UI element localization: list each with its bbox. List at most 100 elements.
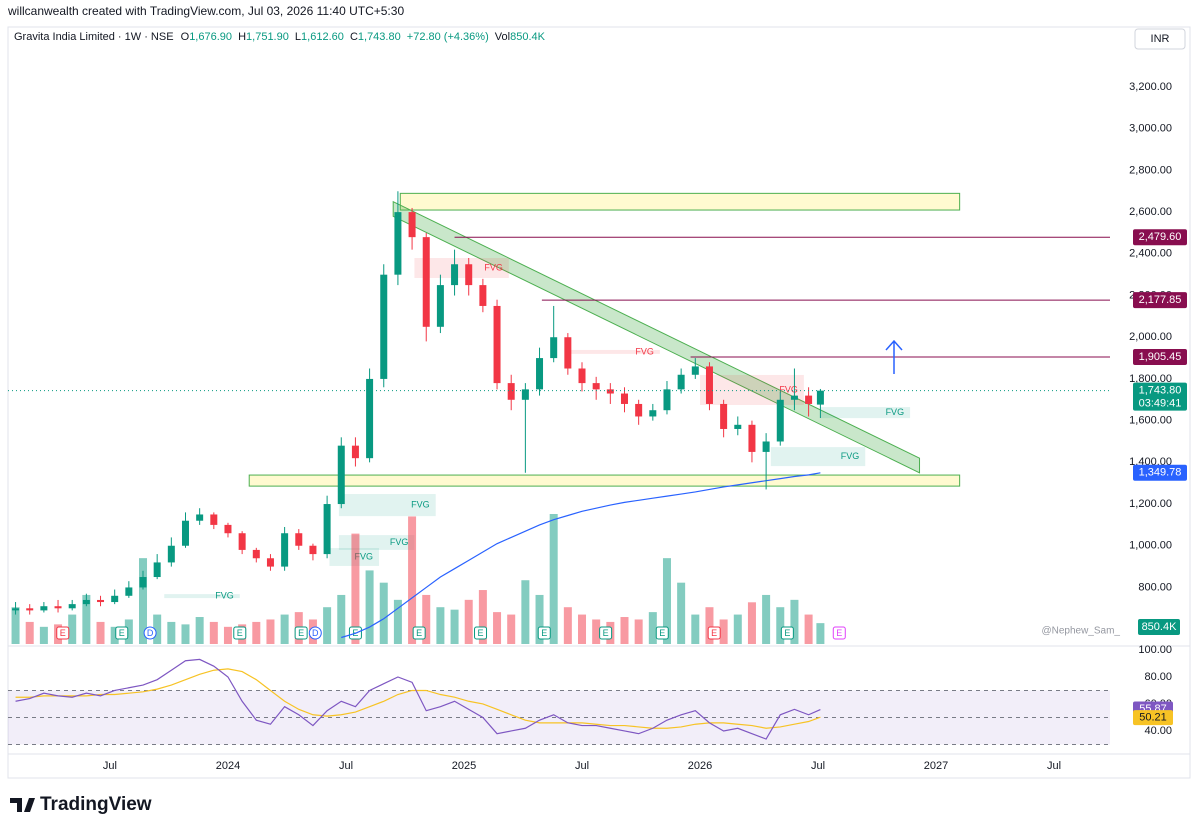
- x-tick-label: Jul: [575, 760, 589, 772]
- volume-label: 850.4K: [1142, 621, 1178, 633]
- volume-bar: [592, 619, 601, 644]
- candle-body: [507, 383, 515, 400]
- rsi-pane: [8, 658, 1110, 745]
- candle-body: [139, 577, 147, 588]
- candle-body: [649, 410, 657, 417]
- volume-bar: [762, 594, 771, 644]
- event-marker: [474, 626, 488, 640]
- candle-body: [465, 264, 473, 286]
- volume-bar: [719, 619, 728, 644]
- event-marker: [233, 626, 247, 640]
- candle-body: [705, 366, 713, 404]
- candle-body: [252, 549, 260, 559]
- x-tick-label: 2026: [688, 760, 712, 772]
- candle-body: [451, 264, 459, 286]
- fvg-box: [414, 257, 509, 279]
- volume-bar: [493, 612, 502, 644]
- rsi-tick-label: 80.00: [1144, 671, 1172, 683]
- rsi-ma-label-box: [1133, 710, 1173, 726]
- candle-body: [493, 305, 501, 384]
- candle-body: [606, 389, 614, 394]
- legend-vol-label: Vol: [495, 31, 510, 43]
- candle-body: [422, 237, 430, 327]
- frame: [7, 26, 1191, 779]
- candle-body: [97, 599, 105, 603]
- event-label: E: [478, 628, 484, 638]
- zone: [399, 192, 961, 211]
- event-marker: [115, 626, 129, 640]
- fvg-label: FVG: [841, 451, 860, 461]
- event-label: E: [119, 628, 125, 638]
- candle-body: [82, 599, 90, 605]
- candle-body: [479, 285, 487, 306]
- y-tick-label: 3,000.00: [1129, 123, 1172, 135]
- candle-body: [224, 524, 232, 534]
- candle-body: [366, 378, 374, 459]
- watermark: @Nephew_Sam_: [1041, 626, 1120, 637]
- volume-bar: [25, 621, 34, 644]
- event-label: E: [541, 628, 547, 638]
- rsi-line: [15, 658, 821, 740]
- event-marker: [294, 626, 308, 640]
- volume-bar: [323, 607, 332, 644]
- rsi-ma-label: 50.21: [1139, 712, 1167, 724]
- event-marker: [308, 626, 322, 640]
- volume-bar: [39, 626, 48, 644]
- candle-body: [12, 608, 20, 611]
- volume-bar: [450, 609, 459, 644]
- volume-bar: [804, 614, 813, 644]
- axes: Jul 2024 Jul 2025 Jul 2026 Jul 2027 Jul 800.00 1,0…: [103, 81, 1187, 772]
- event-label: E: [416, 628, 422, 638]
- volume-label-box: [1138, 619, 1180, 635]
- volume-bar: [393, 599, 402, 644]
- volume-bar: [223, 626, 232, 644]
- fvg-label: FVG: [411, 499, 430, 509]
- fvg-label: FVG: [779, 384, 798, 394]
- event-label: E: [659, 628, 665, 638]
- candle-body: [564, 337, 572, 369]
- rsi-ma-line: [15, 668, 821, 729]
- volume-bar: [436, 607, 445, 644]
- legend-vol: 850.4K: [510, 31, 546, 43]
- candle-body: [40, 606, 48, 611]
- x-tick-label: 2024: [216, 760, 240, 772]
- candle-body: [536, 358, 544, 390]
- level-label-box: [1133, 348, 1187, 365]
- candle-body: [720, 403, 728, 429]
- level-label: 2,177.85: [1139, 294, 1182, 306]
- volume-bar: [181, 624, 190, 644]
- legend-close: 1,743.80: [358, 31, 401, 43]
- currency-box[interactable]: [1134, 28, 1186, 50]
- event-marker: [599, 626, 613, 640]
- volume-bar: [816, 623, 825, 644]
- candle-body: [238, 533, 246, 550]
- event-label: D: [312, 628, 319, 638]
- up-arrow: [885, 339, 903, 374]
- candle-body: [281, 533, 289, 567]
- y-tick-label: 2,800.00: [1129, 164, 1172, 176]
- legend-high: 1,751.90: [246, 31, 289, 43]
- candle-body: [210, 514, 218, 525]
- level-label: 2,479.60: [1139, 231, 1182, 243]
- event-marker: [537, 626, 551, 640]
- x-tick-label: 2025: [452, 760, 476, 772]
- volume-bar: [507, 614, 516, 644]
- volume-bar: [351, 533, 360, 644]
- volume-bar: [478, 590, 487, 644]
- ma-label: 1,349.78: [1139, 467, 1182, 479]
- ma-label-box: [1133, 464, 1187, 481]
- candle-body: [677, 374, 685, 390]
- volume-bar: [82, 594, 91, 644]
- candle-body: [181, 520, 189, 546]
- currency[interactable]: INR: [1151, 33, 1170, 45]
- event-label: E: [836, 628, 842, 638]
- trend-channel: [392, 200, 921, 474]
- candle-body: [521, 389, 529, 400]
- candle-body: [337, 445, 345, 505]
- y-tick-label: 2,000.00: [1129, 331, 1172, 343]
- candle-body: [762, 441, 770, 452]
- volume-bar: [578, 614, 587, 644]
- candle-body: [323, 504, 331, 555]
- y-tick-label: 2,400.00: [1129, 248, 1172, 260]
